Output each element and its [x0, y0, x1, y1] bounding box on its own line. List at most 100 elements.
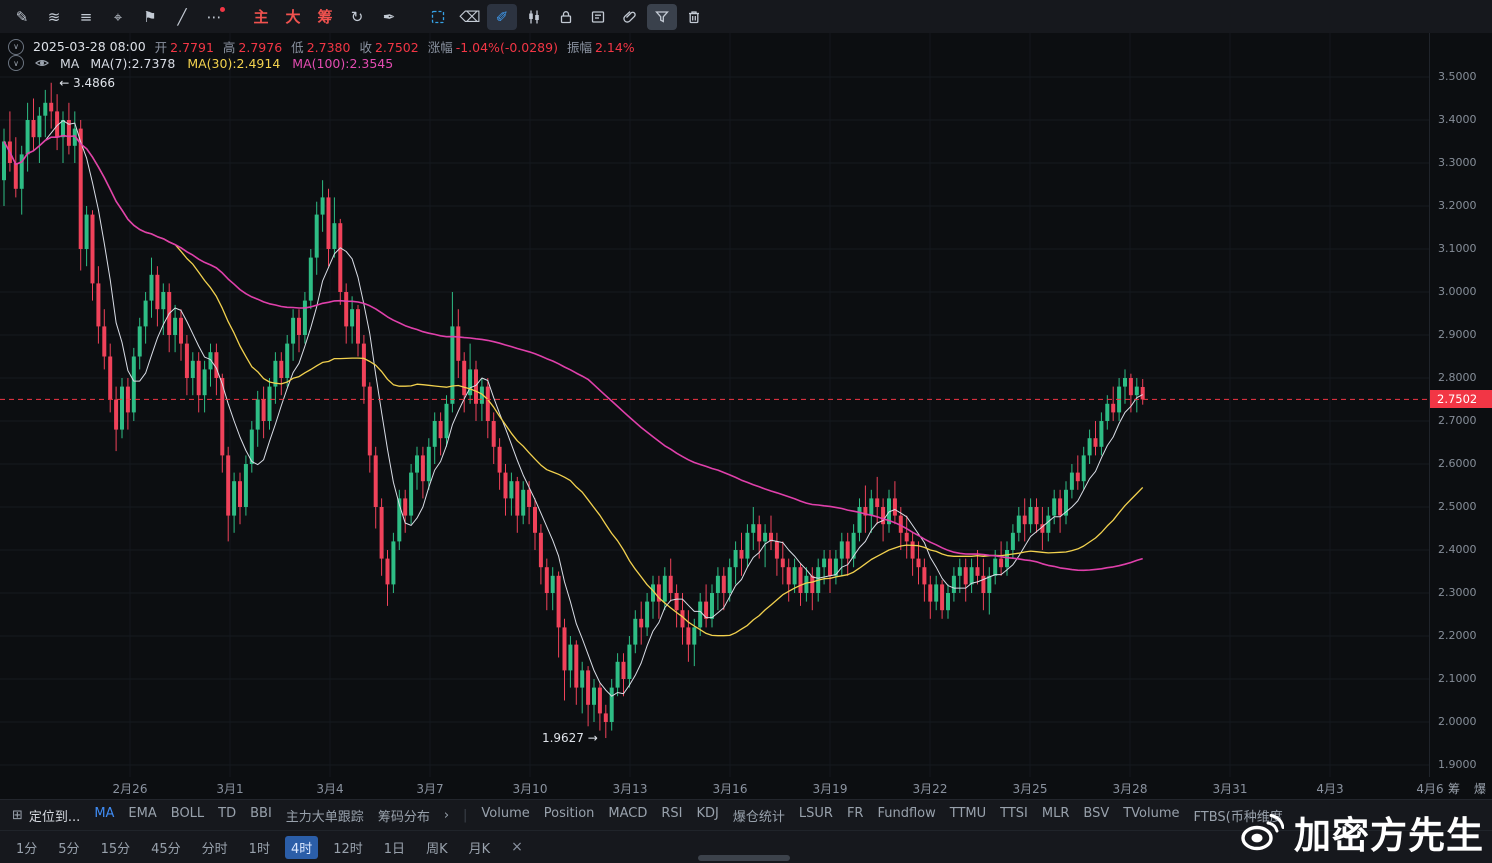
timeframe-0[interactable]: 1分: [16, 841, 38, 857]
eraser-icon[interactable]: ⌫: [459, 7, 481, 26]
price-tick-label: 3.1000: [1438, 242, 1477, 255]
flag-pattern-icon[interactable]: ⚑: [143, 7, 157, 26]
chart-canvas[interactable]: ← 3.4866 1.9627 →: [0, 33, 1431, 777]
visibility-eye-icon[interactable]: [35, 56, 49, 70]
main-indicator-3[interactable]: TD: [218, 805, 237, 821]
brush-icon[interactable]: ✒: [382, 7, 396, 26]
chip-panel-toggle[interactable]: 筹: [1448, 782, 1461, 796]
watermark: 加密方先生: [1238, 805, 1484, 859]
sub-indicator-12[interactable]: BSV: [1083, 805, 1110, 821]
notification-dot: [220, 6, 225, 12]
main-indicator-4[interactable]: BBI: [250, 805, 272, 821]
main-indicator-6[interactable]: 筹码分布: [377, 809, 430, 825]
redo-icon[interactable]: ↻: [350, 7, 364, 26]
date-tick-label: 3月25: [1012, 782, 1048, 796]
sub-indicator-6[interactable]: LSUR: [798, 805, 833, 821]
timeframe-1[interactable]: 5分: [58, 841, 80, 857]
candle-style-icon[interactable]: [519, 4, 549, 30]
sub-indicator-11[interactable]: MLR: [1041, 805, 1070, 821]
line-tool-icon[interactable]: ╱: [177, 7, 187, 26]
sub-indicator-4[interactable]: KDJ: [696, 805, 719, 821]
sub-indicator-10[interactable]: TTSI: [1000, 805, 1028, 821]
sub-indicator-7[interactable]: FR: [846, 805, 864, 821]
price-tick-label: 1.9000: [1438, 758, 1477, 771]
price-axis[interactable]: 3.5000 3.4000 3.3000 3.2000 3.1000 3.0000 2.90…: [1429, 33, 1492, 777]
timeframe-10[interactable]: 月K: [468, 841, 491, 857]
price-tick-label: 2.8000: [1438, 371, 1477, 384]
trendline-tools-icon[interactable]: ≋: [47, 7, 61, 26]
date-tick-label: 3月13: [612, 782, 648, 796]
date-tick-label: 3月4: [316, 782, 344, 796]
main-indicators: MA EMA BOLL TD BBI 主力大单跟踪 筹码分布: [94, 806, 430, 825]
ohlc-field: 高 2.7976: [222, 40, 283, 55]
top-toolbar-tools: ✎ ≋ ≡ ⌖ ⚑ ╱ ⋯ 主大筹 ↻ ✒ ⌫ ✐: [6, 3, 710, 30]
sub-indicator-8[interactable]: Fundflow: [877, 805, 936, 821]
close-timeframe-icon[interactable]: ×: [511, 839, 523, 855]
ohlc-field: 开 2.7791: [154, 40, 214, 55]
price-tick-label: 2.1000: [1438, 672, 1477, 685]
sub-indicator-3[interactable]: RSI: [661, 805, 683, 821]
main-indicator-1[interactable]: EMA: [128, 805, 157, 821]
pen-icon[interactable]: ✐: [487, 3, 517, 30]
main-chart-button[interactable]: 主: [253, 8, 269, 26]
timeframe-9[interactable]: 周K: [426, 841, 448, 857]
timeframe-8[interactable]: 1日: [383, 841, 406, 857]
sub-indicator-14[interactable]: FTBS(币种维度: [1193, 809, 1283, 825]
horizontal-scrollbar-thumb[interactable]: [698, 855, 790, 861]
draw-pencil-icon[interactable]: ✎: [15, 7, 29, 26]
locate-button[interactable]: ⊞ 定位到...: [12, 806, 80, 825]
main-indicator-0[interactable]: MA: [94, 805, 115, 821]
timeframes: 1分 5分 15分 45分 分时 1时 4时 12时 1日 周K 月K: [10, 835, 496, 859]
sub-indicator-1[interactable]: Position: [543, 805, 595, 821]
watermark-text: 加密方先生: [1294, 814, 1484, 857]
low-annotation: 1.9627 →: [542, 731, 598, 745]
large-view-button[interactable]: 大: [285, 8, 301, 26]
select-box-icon[interactable]: [423, 4, 453, 30]
main-indicator-5[interactable]: 主力大单跟踪: [285, 809, 364, 825]
date-tick-label: 3月16: [712, 782, 748, 796]
ohlc-field: 低 2.7380: [291, 40, 351, 55]
ohlc-fields: 开 2.7791 高 2.7976 低 2.7380 收 2.7502 涨幅 -1.04%(-0.…: [155, 37, 635, 56]
sub-indicator-5[interactable]: 爆仓统计: [732, 809, 785, 825]
sub-indicators: Volume Position MACD RSI KDJ 爆仓统计 LSUR FR Fundfl…: [481, 806, 1282, 825]
timeframe-3[interactable]: 45分: [151, 841, 181, 857]
timeframe-7[interactable]: 12时: [333, 841, 363, 857]
timeframe-6[interactable]: 4时: [284, 835, 319, 859]
date-tick-label: 3月7: [416, 782, 444, 796]
locate-label: 定位到...: [28, 809, 81, 825]
date-tick-label: 3月28: [1112, 782, 1148, 796]
collapse-chevron-icon[interactable]: ∨: [8, 55, 24, 71]
ma-indicator-title: MA: [60, 55, 80, 71]
liquidation-panel-toggle[interactable]: 爆: [1474, 782, 1487, 796]
lock-icon[interactable]: [551, 4, 581, 30]
collapse-chevron-icon[interactable]: ∨: [8, 38, 24, 55]
time-axis[interactable]: 2月26 3月1 3月4 3月7 3月10 3月13 3月16 3月19 3月22 3月25 3月2…: [0, 777, 1492, 799]
sub-indicator-9[interactable]: TTMU: [949, 805, 987, 821]
chip-distribution-button[interactable]: 筹: [317, 8, 333, 26]
date-tick-label: 3月19: [812, 782, 848, 796]
ma-value: MA(100):2.3545: [292, 55, 394, 71]
measure-crosshair-icon[interactable]: ⌖: [113, 7, 123, 26]
clip-icon[interactable]: [615, 4, 645, 30]
ohlc-field: 涨幅 -1.04%(-0.0289): [427, 40, 558, 55]
ma-value: MA(7):2.7378: [90, 55, 176, 71]
top-toolbar: ✎ ≋ ≡ ⌖ ⚑ ╱ ⋯ 主大筹 ↻ ✒ ⌫ ✐: [0, 0, 1492, 33]
sub-indicator-0[interactable]: Volume: [481, 805, 530, 821]
main-indicator-2[interactable]: BOLL: [170, 805, 205, 821]
more-tools-icon[interactable]: ⋯: [199, 4, 229, 30]
more-main-indicators-icon[interactable]: ›: [443, 807, 450, 823]
date-tick-label: 2月26: [112, 782, 148, 796]
toolbar-divider: |: [463, 807, 468, 823]
timeframe-4[interactable]: 分时: [201, 841, 228, 857]
note-icon[interactable]: [583, 4, 613, 30]
trash-icon[interactable]: [679, 4, 709, 30]
timeframe-2[interactable]: 15分: [100, 841, 131, 857]
timeframe-5[interactable]: 1时: [248, 841, 270, 857]
filter-icon[interactable]: [647, 3, 677, 30]
ohlc-field: 振幅 2.14%: [566, 40, 635, 55]
drawing-list-icon[interactable]: ≡: [79, 7, 93, 26]
sub-indicator-13[interactable]: TVolume: [1123, 805, 1180, 821]
ma-legend-bar: ∨ MA MA(7):2.7378 MA(30):2.4914 MA(100):2.…: [8, 55, 393, 71]
sub-indicator-2[interactable]: MACD: [608, 805, 648, 821]
